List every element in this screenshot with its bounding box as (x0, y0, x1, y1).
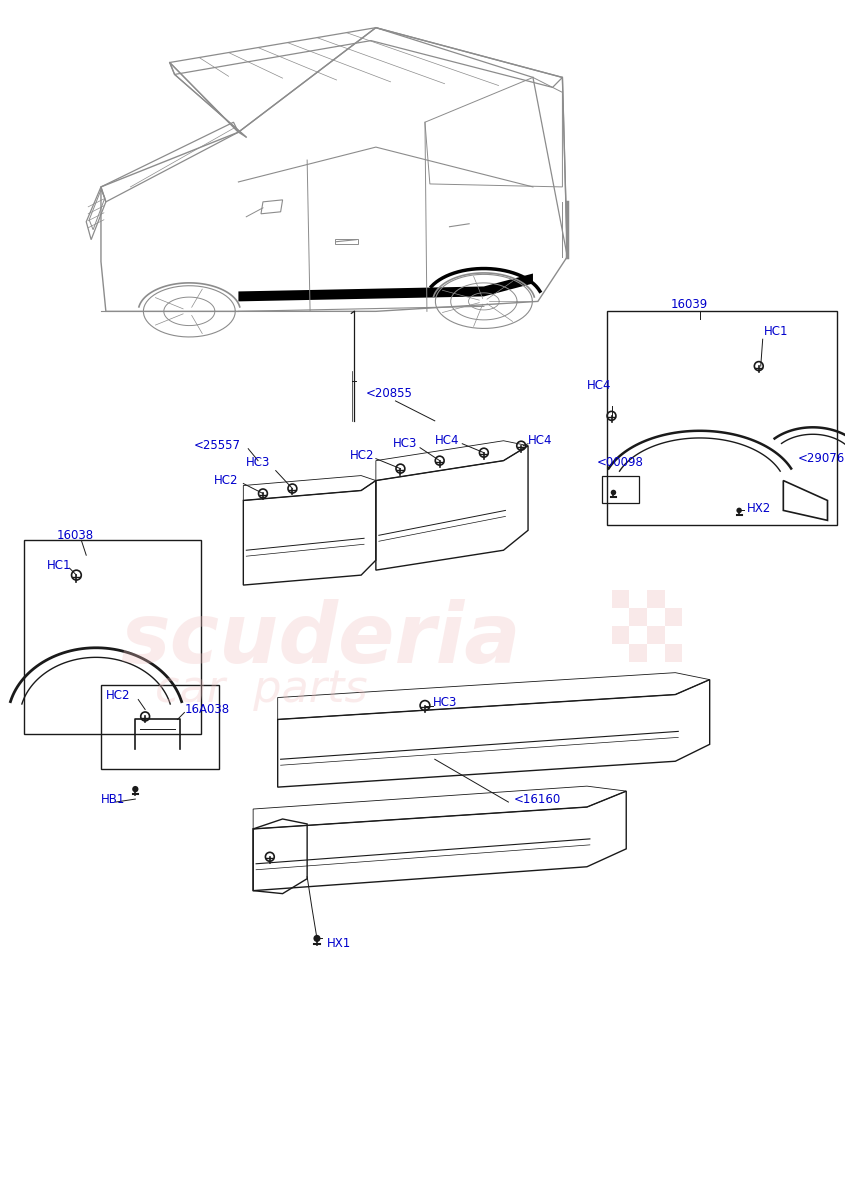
Text: HX2: HX2 (747, 502, 771, 515)
Circle shape (132, 786, 138, 792)
Bar (607, 311, 837, 526)
Bar (612, 590, 629, 608)
Bar (101, 685, 219, 769)
Text: HC1: HC1 (47, 559, 71, 571)
Text: HC4: HC4 (528, 434, 553, 448)
Text: HC1: HC1 (764, 325, 789, 337)
Text: HX1: HX1 (327, 937, 351, 950)
Text: scuderia: scuderia (121, 599, 521, 680)
Bar (612, 626, 629, 643)
Bar (629, 608, 647, 626)
Polygon shape (239, 274, 533, 301)
Text: HC3: HC3 (393, 437, 417, 450)
Text: 16038: 16038 (57, 529, 94, 542)
Bar (664, 608, 682, 626)
Text: car  parts: car parts (155, 668, 367, 712)
Text: HC2: HC2 (106, 689, 130, 702)
Text: HC4: HC4 (435, 434, 459, 448)
Text: <20855: <20855 (366, 388, 413, 401)
Text: HB1: HB1 (101, 792, 125, 805)
Text: HC2: HC2 (214, 474, 239, 487)
Circle shape (736, 508, 742, 514)
Text: HC3: HC3 (246, 456, 270, 469)
Text: <16160: <16160 (513, 792, 560, 805)
Text: <00098: <00098 (597, 456, 644, 469)
Bar (335, 239, 358, 244)
Text: 16A038: 16A038 (184, 703, 230, 716)
Text: HC2: HC2 (349, 449, 374, 462)
Bar (664, 643, 682, 661)
Bar (647, 626, 664, 643)
Bar (647, 590, 664, 608)
Circle shape (611, 490, 616, 496)
Circle shape (313, 935, 321, 942)
Bar (24, 540, 201, 734)
Bar (601, 475, 639, 504)
Text: HC3: HC3 (432, 696, 457, 709)
Bar (629, 643, 647, 661)
Text: <29076: <29076 (798, 452, 845, 466)
Text: 16039: 16039 (670, 298, 708, 311)
Text: HC4: HC4 (587, 379, 612, 392)
Text: <25557: <25557 (194, 439, 241, 452)
